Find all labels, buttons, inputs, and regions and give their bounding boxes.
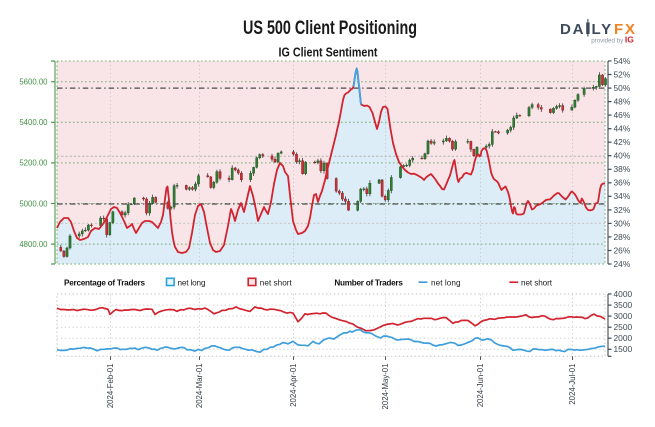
svg-text:52%: 52% (614, 69, 631, 79)
svg-text:2024-Jul-01: 2024-Jul-01 (568, 364, 577, 405)
svg-text:net long: net long (431, 279, 461, 288)
svg-text:54%: 54% (614, 56, 631, 66)
svg-text:46%: 46% (614, 110, 631, 120)
svg-text:5400.00: 5400.00 (19, 118, 48, 127)
svg-text:48%: 48% (614, 97, 631, 107)
svg-text:provided by IG: provided by IG (591, 35, 634, 45)
svg-text:30%: 30% (614, 218, 631, 228)
svg-text:24%: 24% (614, 259, 631, 269)
svg-text:2024-May-01: 2024-May-01 (381, 364, 390, 410)
svg-text:net short: net short (260, 279, 293, 288)
svg-text:40%: 40% (614, 151, 631, 161)
svg-text:2024-Jun-01: 2024-Jun-01 (476, 363, 485, 407)
svg-text:4000: 4000 (614, 289, 633, 299)
svg-text:2024-Feb-01: 2024-Feb-01 (106, 364, 115, 409)
svg-text:Percentage of Traders: Percentage of Traders (64, 279, 145, 288)
svg-text:Number of Traders: Number of Traders (334, 279, 403, 288)
svg-text:FX: FX (614, 21, 637, 38)
svg-text:5200.00: 5200.00 (19, 159, 48, 168)
svg-text:3500: 3500 (614, 300, 633, 310)
svg-text:5600.00: 5600.00 (19, 78, 48, 87)
svg-text:net long: net long (178, 279, 206, 288)
svg-text:IG Client Sentiment: IG Client Sentiment (279, 44, 379, 59)
svg-text:28%: 28% (614, 232, 631, 242)
svg-text:34%: 34% (614, 191, 631, 201)
svg-text:LY: LY (592, 21, 613, 38)
svg-text:42%: 42% (614, 137, 631, 147)
svg-text:26%: 26% (614, 245, 631, 255)
svg-text:2024-Apr-01: 2024-Apr-01 (289, 364, 298, 407)
svg-text:1500: 1500 (614, 344, 633, 354)
svg-text:38%: 38% (614, 164, 631, 174)
svg-text:2500: 2500 (614, 322, 633, 332)
svg-text:3000: 3000 (614, 311, 633, 321)
svg-text:5000.00: 5000.00 (19, 199, 48, 208)
svg-text:net short: net short (521, 279, 553, 288)
svg-text:32%: 32% (614, 205, 631, 215)
svg-text:44%: 44% (614, 124, 631, 134)
svg-text:2024-Mar-01: 2024-Mar-01 (195, 364, 204, 409)
svg-text:4800.00: 4800.00 (19, 240, 48, 249)
svg-text:36%: 36% (614, 178, 631, 188)
svg-text:50%: 50% (614, 83, 631, 93)
svg-text:US 500 Client Positioning: US 500 Client Positioning (243, 18, 417, 39)
svg-text:DA: DA (560, 21, 585, 38)
svg-text:2000: 2000 (614, 333, 633, 343)
